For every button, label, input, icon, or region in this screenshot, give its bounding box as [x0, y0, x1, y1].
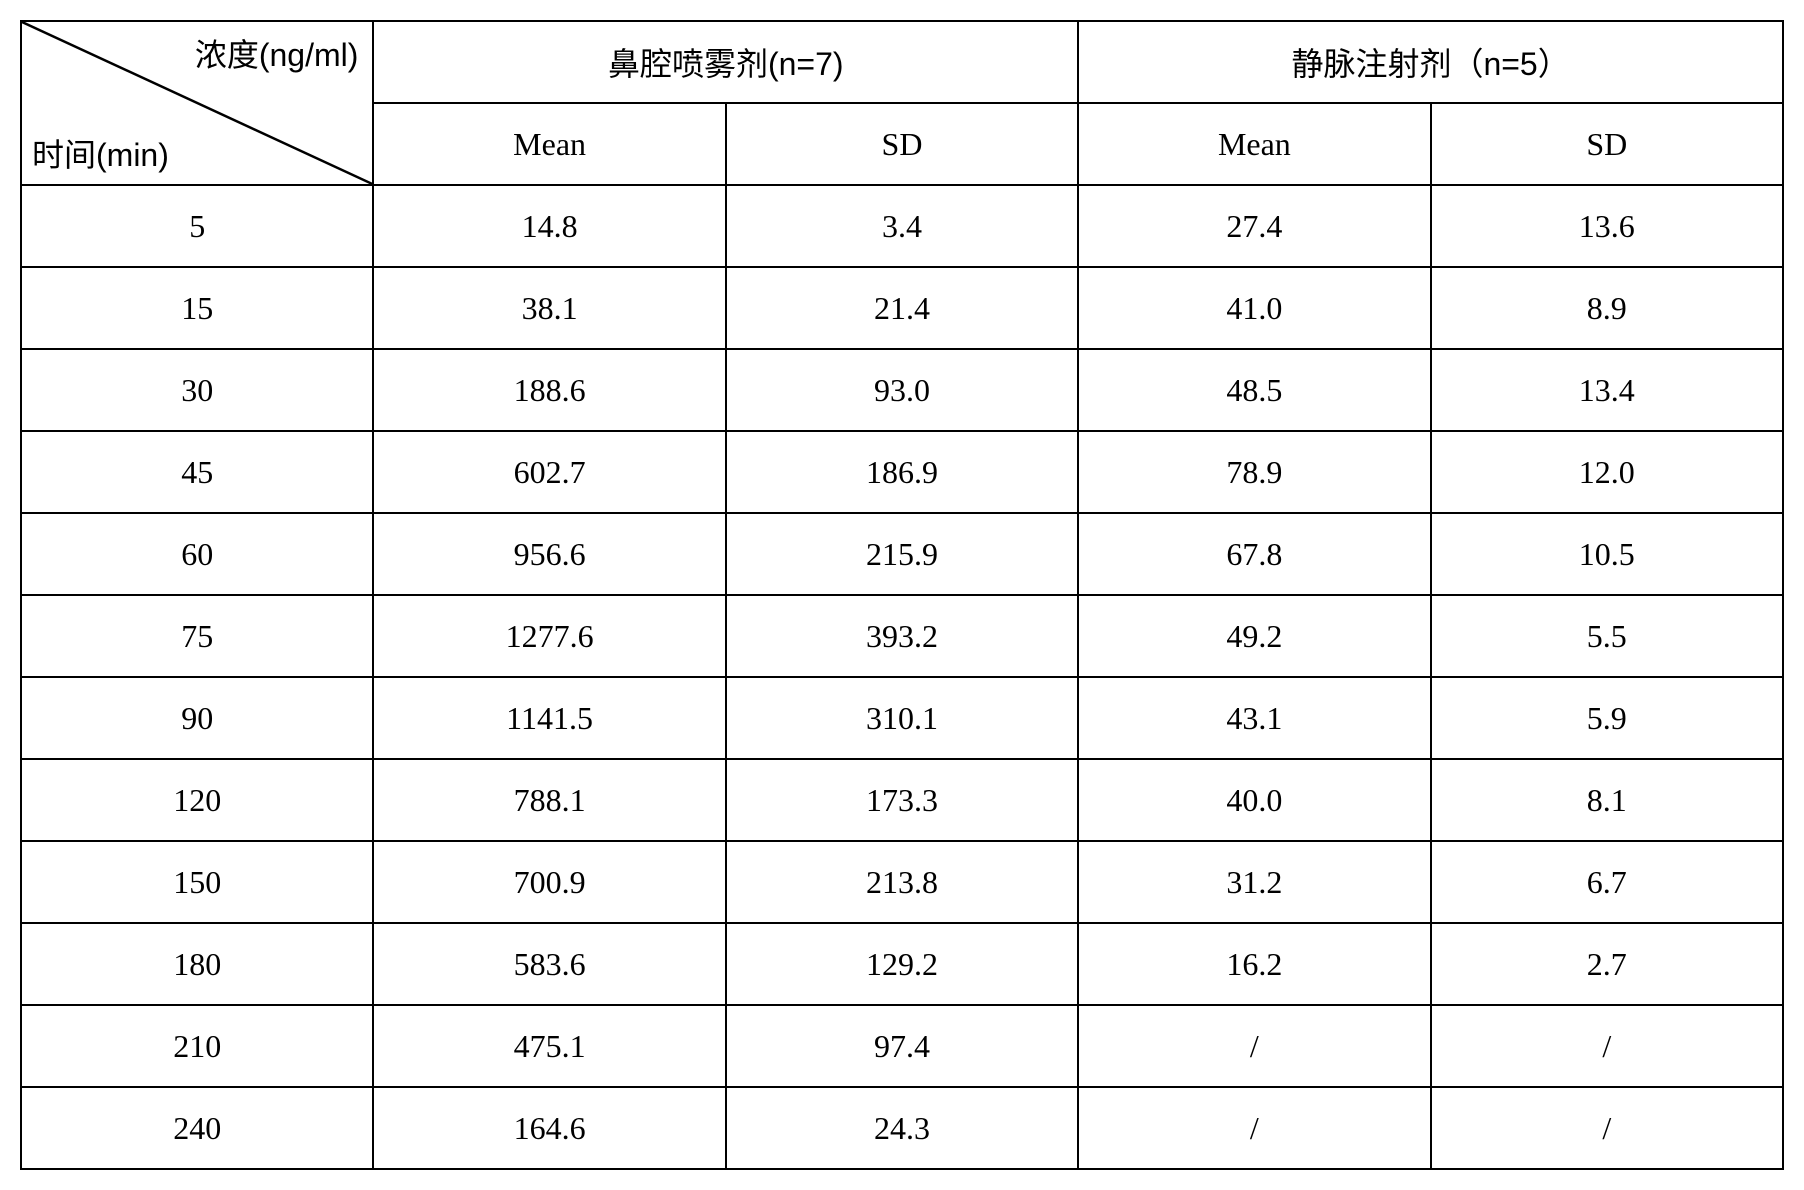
- g2-mean-cell: /: [1078, 1005, 1430, 1087]
- g2-sd-cell: 2.7: [1431, 923, 1783, 1005]
- g1-mean-cell: 164.6: [373, 1087, 725, 1169]
- g1-mean-cell: 602.7: [373, 431, 725, 513]
- g1-sd-cell: 129.2: [726, 923, 1078, 1005]
- g2-mean-cell: 48.5: [1078, 349, 1430, 431]
- g1-sd-cell: 3.4: [726, 185, 1078, 267]
- diagonal-header-cell: 浓度(ng/ml) 时间(min): [21, 21, 373, 185]
- time-cell: 60: [21, 513, 373, 595]
- g1-sd-cell: 21.4: [726, 267, 1078, 349]
- table-row: 120 788.1 173.3 40.0 8.1: [21, 759, 1783, 841]
- time-cell: 15: [21, 267, 373, 349]
- time-cell: 240: [21, 1087, 373, 1169]
- g2-sd-cell: /: [1431, 1005, 1783, 1087]
- g1-sd-cell: 310.1: [726, 677, 1078, 759]
- g2-sd-cell: 13.6: [1431, 185, 1783, 267]
- table-row: 150 700.9 213.8 31.2 6.7: [21, 841, 1783, 923]
- table-row: 240 164.6 24.3 / /: [21, 1087, 1783, 1169]
- table-row: 180 583.6 129.2 16.2 2.7: [21, 923, 1783, 1005]
- table-row: 30 188.6 93.0 48.5 13.4: [21, 349, 1783, 431]
- time-cell: 30: [21, 349, 373, 431]
- g2-sd-cell: 10.5: [1431, 513, 1783, 595]
- time-cell: 90: [21, 677, 373, 759]
- g2-mean-cell: 43.1: [1078, 677, 1430, 759]
- group1-sd-header: SD: [726, 103, 1078, 185]
- group1-mean-header: Mean: [373, 103, 725, 185]
- g1-mean-cell: 956.6: [373, 513, 725, 595]
- g2-sd-cell: 5.9: [1431, 677, 1783, 759]
- table-row: 45 602.7 186.9 78.9 12.0: [21, 431, 1783, 513]
- g1-mean-cell: 788.1: [373, 759, 725, 841]
- g2-mean-cell: 40.0: [1078, 759, 1430, 841]
- g2-sd-cell: 13.4: [1431, 349, 1783, 431]
- g1-sd-cell: 24.3: [726, 1087, 1078, 1169]
- table-row: 90 1141.5 310.1 43.1 5.9: [21, 677, 1783, 759]
- group2-header: 静脉注射剂（n=5）: [1078, 21, 1783, 103]
- time-cell: 45: [21, 431, 373, 513]
- g2-sd-cell: 6.7: [1431, 841, 1783, 923]
- table-row: 5 14.8 3.4 27.4 13.6: [21, 185, 1783, 267]
- g1-mean-cell: 1277.6: [373, 595, 725, 677]
- g1-sd-cell: 93.0: [726, 349, 1078, 431]
- g1-mean-cell: 475.1: [373, 1005, 725, 1087]
- g1-sd-cell: 215.9: [726, 513, 1078, 595]
- table-row: 60 956.6 215.9 67.8 10.5: [21, 513, 1783, 595]
- table-body: 5 14.8 3.4 27.4 13.6 15 38.1 21.4 41.0 8…: [21, 185, 1783, 1169]
- g1-mean-cell: 188.6: [373, 349, 725, 431]
- g1-mean-cell: 1141.5: [373, 677, 725, 759]
- table-row: 75 1277.6 393.2 49.2 5.5: [21, 595, 1783, 677]
- header-row-1: 浓度(ng/ml) 时间(min) 鼻腔喷雾剂(n=7) 静脉注射剂（n=5）: [21, 21, 1783, 103]
- time-cell: 150: [21, 841, 373, 923]
- g2-sd-cell: 8.1: [1431, 759, 1783, 841]
- time-cell: 210: [21, 1005, 373, 1087]
- group1-header: 鼻腔喷雾剂(n=7): [373, 21, 1078, 103]
- table-row: 15 38.1 21.4 41.0 8.9: [21, 267, 1783, 349]
- pk-table-container: 浓度(ng/ml) 时间(min) 鼻腔喷雾剂(n=7) 静脉注射剂（n=5） …: [20, 20, 1784, 1170]
- g2-mean-cell: 49.2: [1078, 595, 1430, 677]
- g2-sd-cell: 8.9: [1431, 267, 1783, 349]
- pk-data-table: 浓度(ng/ml) 时间(min) 鼻腔喷雾剂(n=7) 静脉注射剂（n=5） …: [20, 20, 1784, 1170]
- diagonal-bottom-label: 时间(min): [32, 130, 169, 176]
- g2-mean-cell: 67.8: [1078, 513, 1430, 595]
- time-cell: 5: [21, 185, 373, 267]
- g2-mean-cell: /: [1078, 1087, 1430, 1169]
- group2-mean-header: Mean: [1078, 103, 1430, 185]
- g2-mean-cell: 16.2: [1078, 923, 1430, 1005]
- g2-mean-cell: 27.4: [1078, 185, 1430, 267]
- time-cell: 120: [21, 759, 373, 841]
- time-cell: 180: [21, 923, 373, 1005]
- g2-sd-cell: 12.0: [1431, 431, 1783, 513]
- g2-sd-cell: /: [1431, 1087, 1783, 1169]
- time-cell: 75: [21, 595, 373, 677]
- g1-sd-cell: 213.8: [726, 841, 1078, 923]
- table-row: 210 475.1 97.4 / /: [21, 1005, 1783, 1087]
- g2-mean-cell: 31.2: [1078, 841, 1430, 923]
- g1-sd-cell: 97.4: [726, 1005, 1078, 1087]
- g1-mean-cell: 583.6: [373, 923, 725, 1005]
- g1-mean-cell: 38.1: [373, 267, 725, 349]
- g1-sd-cell: 393.2: [726, 595, 1078, 677]
- g2-mean-cell: 78.9: [1078, 431, 1430, 513]
- diagonal-top-label: 浓度(ng/ml): [195, 30, 359, 76]
- g1-sd-cell: 186.9: [726, 431, 1078, 513]
- g2-sd-cell: 5.5: [1431, 595, 1783, 677]
- g1-mean-cell: 14.8: [373, 185, 725, 267]
- g2-mean-cell: 41.0: [1078, 267, 1430, 349]
- g1-mean-cell: 700.9: [373, 841, 725, 923]
- g1-sd-cell: 173.3: [726, 759, 1078, 841]
- group2-sd-header: SD: [1431, 103, 1783, 185]
